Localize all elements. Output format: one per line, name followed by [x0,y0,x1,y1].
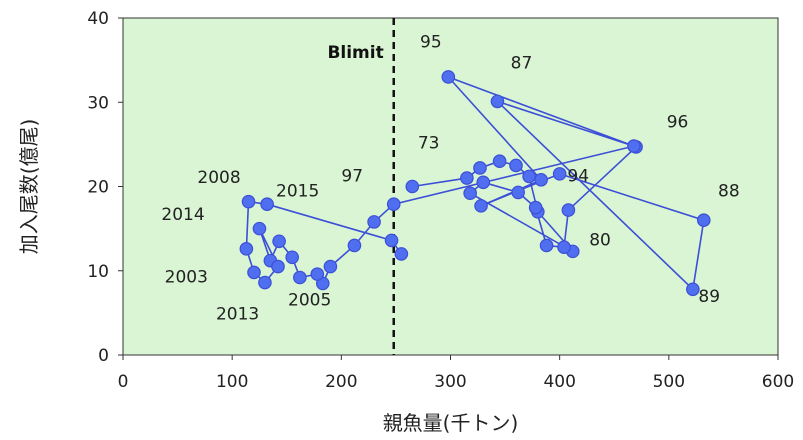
data-point [511,185,525,200]
data-point [509,158,523,173]
data-point [492,154,507,169]
data-point [490,94,505,109]
blimit-reference: Blimit [327,18,395,355]
data-point [285,250,300,265]
data-point [627,139,641,153]
data-point [561,203,576,217]
data-point [522,169,536,184]
x-tick-label: 400 [543,372,575,392]
data-point [241,194,256,209]
data-point [271,259,285,274]
x-tick-label: 500 [653,372,685,392]
y-tick-label: 20 [87,178,109,198]
y-tick-label: 30 [87,93,109,113]
data-point [405,179,420,194]
point-annotation: 2015 [276,182,319,202]
data-point [474,199,488,213]
data-point [528,200,543,215]
data-point [386,197,401,211]
data-point [260,197,274,211]
point-labels: 95 87 96 73 94 88 80 89 97 2015 2008 2014 2003 2013 20… [161,32,739,324]
point-annotation: 80 [589,230,611,250]
point-annotation: 2013 [216,305,259,325]
axis-ticks: 0 100 200 300 400 500 600 0 10 20 30 40 [87,9,794,392]
data-point [552,167,567,181]
x-axis-label: 親魚量(千トン) [383,411,519,435]
y-tick-label: 10 [87,262,109,282]
x-tick-label: 200 [325,372,357,392]
data-point [441,70,456,84]
data-point [534,172,548,187]
data-point [557,240,571,254]
data-point [252,221,267,236]
point-annotation: 73 [418,134,440,154]
data-point [384,233,399,248]
data-point [347,238,362,253]
data-point [539,238,554,253]
data-point [310,267,325,281]
data-point [686,282,700,297]
point-annotation: 96 [667,113,689,133]
data-points [239,70,711,297]
data-point [239,242,254,256]
point-annotation: 2014 [161,205,204,225]
data-point [247,265,261,280]
point-annotation: 89 [698,287,720,307]
data-point [394,247,409,261]
point-annotation: 2008 [197,168,240,188]
point-annotation: 94 [567,166,589,186]
data-point [463,186,477,201]
data-point [272,234,286,249]
point-annotation: 87 [511,54,533,74]
x-tick-label: 600 [762,372,794,392]
data-point [460,171,474,185]
x-tick-label: 0 [118,372,129,392]
point-annotation: 2003 [165,268,208,288]
data-point [258,275,272,290]
point-annotation: 2005 [288,290,331,310]
data-point [476,175,491,190]
point-annotation: 95 [420,32,442,52]
x-tick-label: 300 [434,372,466,392]
y-tick-label: 40 [87,9,109,29]
data-point [473,161,487,175]
point-annotation: 97 [341,166,363,186]
x-tick-label: 100 [216,372,248,392]
data-point [323,259,338,274]
data-point [293,270,307,285]
y-tick-label: 0 [98,346,109,366]
data-point [696,213,711,227]
point-annotation: 88 [718,182,740,202]
y-axis-label: 加入尾数(億尾) [17,119,41,255]
data-point [367,215,381,229]
blimit-label: Blimit [327,43,383,63]
